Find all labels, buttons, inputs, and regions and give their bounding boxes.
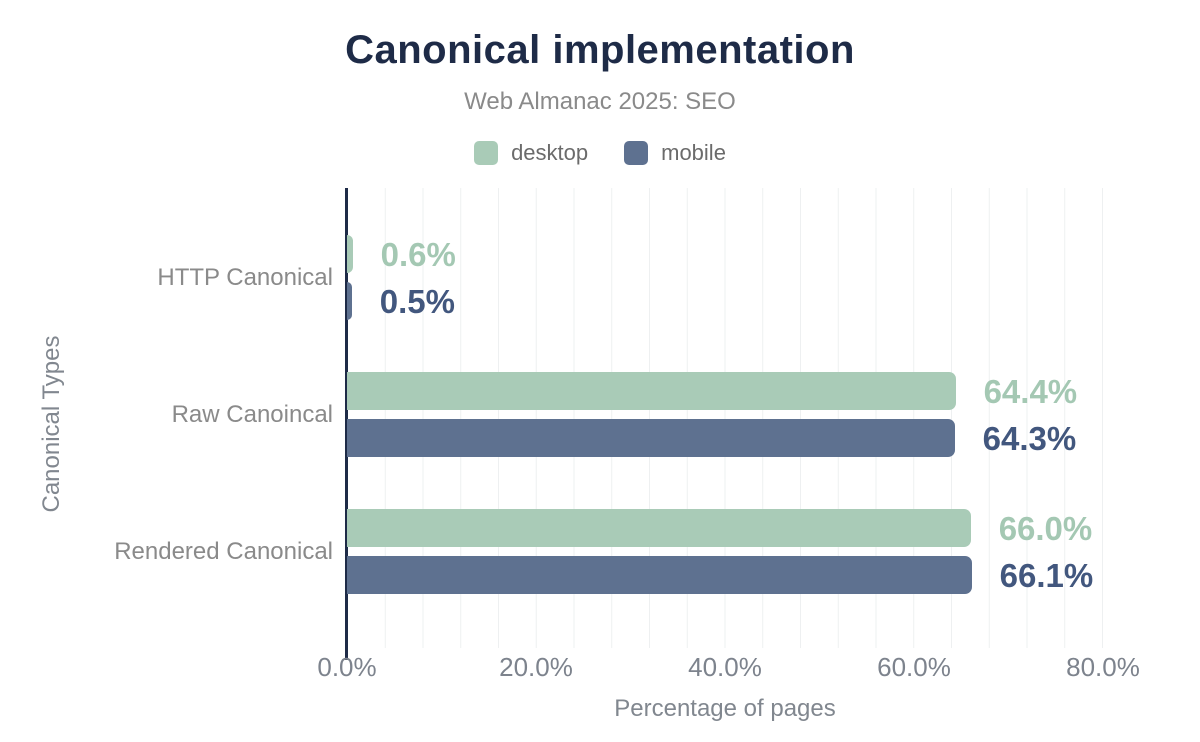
y-axis-line [345, 188, 348, 660]
bar-mobile-raw-canonical[interactable] [347, 419, 955, 457]
plot-area: HTTP Canonical 0.6% 0.5% Raw Canoincal 6… [114, 188, 1103, 660]
x-tick: 20.0% [499, 652, 573, 682]
x-axis-title: Percentage of pages [614, 695, 836, 722]
bar-group-http-canonical: HTTP Canonical 0.6% 0.5% [157, 209, 1103, 346]
legend-label-desktop: desktop [511, 140, 589, 165]
category-label-raw-canonical: Raw Canoincal [171, 400, 333, 428]
bar-desktop-rendered-canonical[interactable] [347, 509, 971, 547]
legend: desktop mobile [0, 140, 1200, 166]
bar-row: 66.0% [347, 509, 1103, 547]
x-tick: 80.0% [1066, 652, 1140, 682]
x-tick: 60.0% [877, 652, 951, 682]
bar-row: 64.3% [347, 419, 1103, 457]
bar-row: 0.5% [347, 282, 1103, 320]
category-label-http-canonical: HTTP Canonical [157, 263, 333, 291]
bar-mobile-rendered-canonical[interactable] [347, 556, 972, 594]
bar-group-raw-canonical: Raw Canoincal 64.4% 64.3% [172, 346, 1103, 483]
value-label-desktop-rendered-canonical: 66.0% [998, 509, 1093, 547]
legend-item-mobile[interactable]: mobile [624, 140, 726, 166]
bar-group-rendered-canonical: Rendered Canonical 66.0% 66.1% [114, 483, 1103, 620]
x-axis-ticks: 0.0% 20.0% 40.0% 60.0% 80.0% [317, 652, 1140, 682]
chart-subtitle: Web Almanac 2025: SEO [464, 88, 736, 115]
category-label-rendered-canonical: Rendered Canonical [114, 537, 333, 565]
value-label-desktop-http-canonical: 0.6% [380, 235, 456, 273]
x-tick: 40.0% [688, 652, 762, 682]
desktop-swatch [474, 141, 499, 165]
bar-row: 0.6% [347, 235, 1103, 273]
bar-desktop-raw-canonical[interactable] [347, 372, 956, 410]
mobile-swatch [624, 141, 649, 165]
value-label-mobile-http-canonical: 0.5% [379, 282, 455, 320]
bar-desktop-http-canonical[interactable] [347, 235, 353, 273]
y-axis-title: Canonical Types [38, 335, 65, 513]
bar-mobile-http-canonical[interactable] [347, 282, 352, 320]
legend-item-desktop[interactable]: desktop [474, 140, 588, 166]
bar-row: 66.1% [347, 556, 1103, 594]
chart-title: Canonical implementation [345, 28, 855, 72]
x-tick: 0.0% [317, 652, 377, 682]
bar-groups: HTTP Canonical 0.6% 0.5% Raw Canoincal 6… [114, 188, 1103, 648]
bar-row: 64.4% [347, 372, 1103, 410]
legend-label-mobile: mobile [661, 140, 726, 165]
value-label-desktop-raw-canonical: 64.4% [983, 372, 1078, 410]
value-label-mobile-raw-canonical: 64.3% [982, 419, 1077, 457]
value-label-mobile-rendered-canonical: 66.1% [999, 556, 1094, 594]
